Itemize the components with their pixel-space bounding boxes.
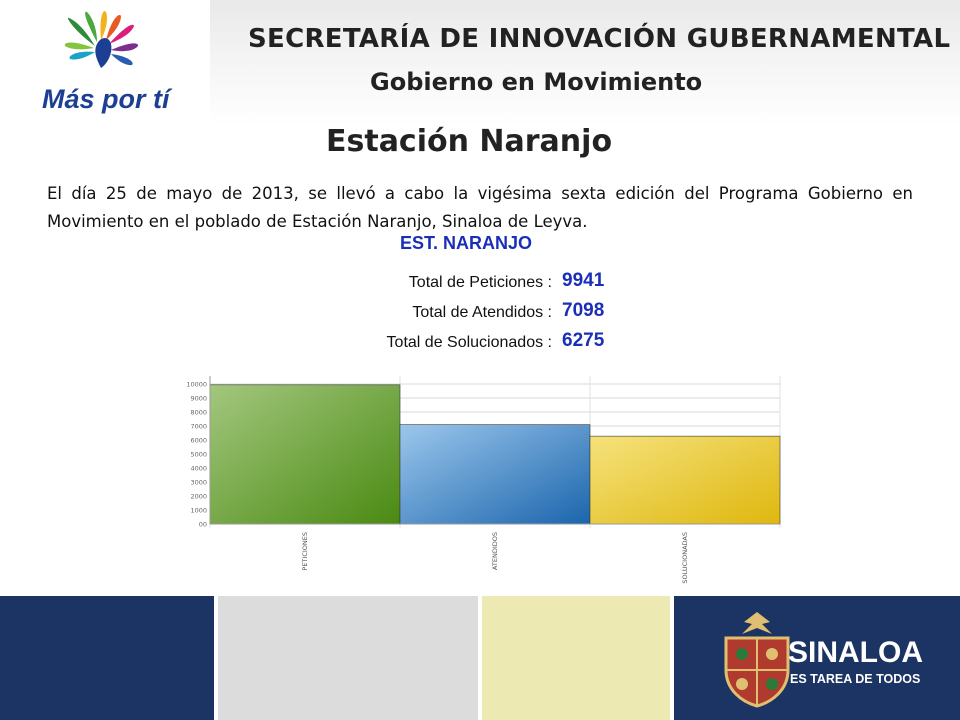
y-tick-label: 10000 — [186, 381, 207, 389]
y-tick-label: 00 — [199, 521, 207, 529]
stat-row-solucionados: Total de Solucionados : 6275 — [300, 330, 620, 356]
stat-label: Total de Atendidos : — [412, 304, 552, 321]
logo-text: Más por tí — [42, 84, 170, 114]
footer-tagline: ES TAREA DE TODOS — [790, 672, 921, 686]
bar-chart: 00 1000 2000 3000 4000 5000 6000 7000 8000 9000 10… — [186, 376, 781, 584]
y-tick-label: 2000 — [190, 493, 207, 501]
logo-sun-icon — [64, 11, 139, 68]
intro-paragraph: El día 25 de mayo de 2013, se llevó a ca… — [47, 184, 913, 231]
y-tick-label: 9000 — [190, 395, 207, 403]
y-tick-label: 3000 — [190, 479, 207, 487]
footer-block-navy-left — [0, 596, 214, 720]
stat-value: 6275 — [562, 330, 605, 351]
footer-block-gray — [218, 596, 478, 720]
stat-row-peticiones: Total de Peticiones : 9941 — [300, 270, 620, 296]
x-tick-label: PETICIONES — [301, 532, 309, 571]
page-title: Estación Naranjo — [326, 124, 613, 159]
stat-row-atendidos: Total de Atendidos : 7098 — [300, 300, 620, 326]
stat-label: Total de Peticiones : — [408, 274, 552, 291]
x-tick-label: SOLUCIONADAS — [681, 532, 689, 584]
stat-label: Total de Solucionados : — [386, 334, 552, 351]
header-subtitle: Gobierno en Movimiento — [370, 68, 703, 96]
logo-area: Más por tí — [0, 0, 210, 125]
y-tick-label: 5000 — [190, 451, 207, 459]
y-tick-label: 4000 — [190, 465, 207, 473]
bar-solucionadas — [589, 435, 781, 525]
footer-brand: SINALOA — [788, 636, 923, 669]
y-tick-label: 6000 — [190, 437, 207, 445]
x-tick-label: ATENDIDOS — [491, 532, 499, 570]
bar-atendidos — [399, 424, 591, 525]
coat-of-arms-icon — [724, 612, 790, 708]
stat-value: 7098 — [562, 300, 605, 321]
bar-peticiones — [209, 384, 401, 525]
footer-block-navy-right: SINALOA ES TAREA DE TODOS — [674, 596, 960, 720]
footer-block-cream — [482, 596, 670, 720]
y-tick-label: 7000 — [190, 423, 207, 431]
y-tick-label: 1000 — [190, 507, 207, 515]
summary-heading: EST. NARANJO — [400, 233, 533, 253]
y-tick-label: 8000 — [190, 409, 207, 417]
stat-value: 9941 — [562, 270, 605, 291]
header-title: SECRETARÍA DE INNOVACIÓN GUBERNAMENTAL — [248, 24, 951, 54]
